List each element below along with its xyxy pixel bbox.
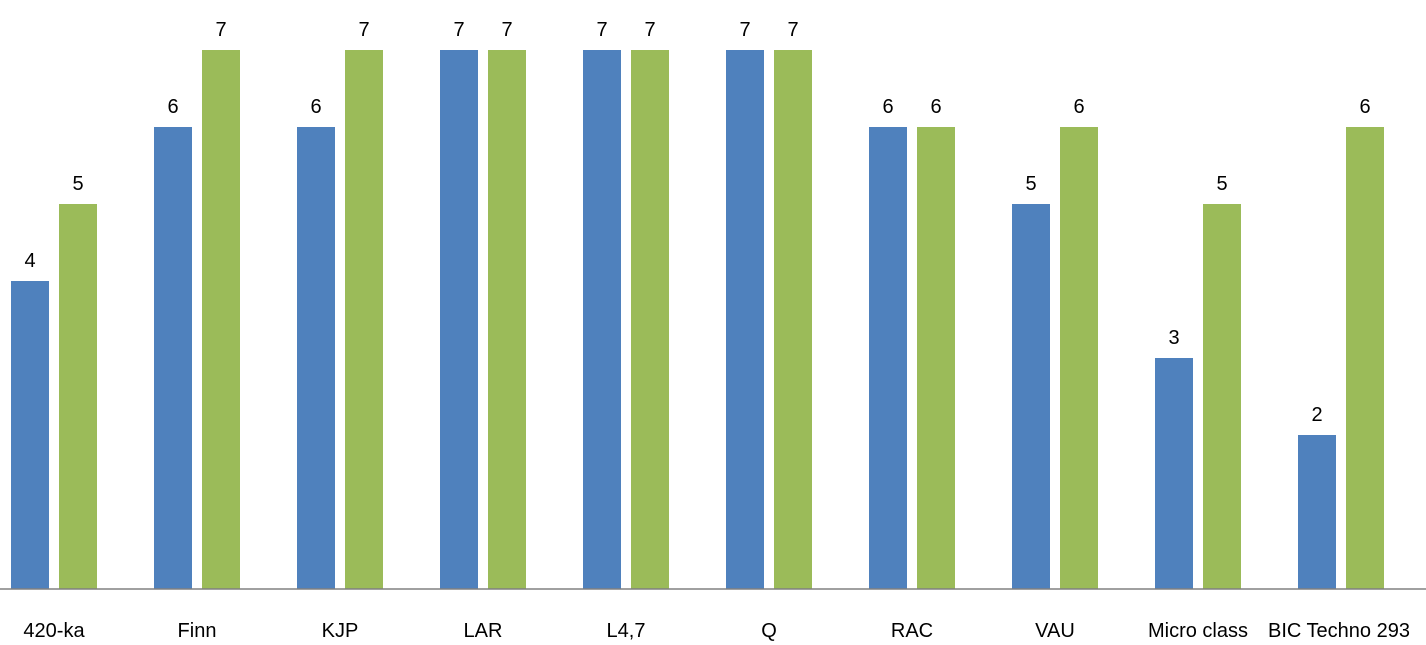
bar-bic-techno-293-series-2	[1346, 127, 1384, 589]
data-label: 2	[1311, 404, 1322, 426]
x-tick-label: Micro class	[1148, 620, 1248, 642]
data-label: 7	[644, 19, 655, 41]
bar-420-ka-series-1	[11, 281, 49, 589]
bar-vau-series-1	[1012, 204, 1050, 589]
data-label: 7	[787, 19, 798, 41]
bar-finn-series-2	[202, 50, 240, 589]
data-label: 7	[215, 19, 226, 41]
bar-vau-series-2	[1060, 127, 1098, 589]
x-tick-label: Q	[761, 620, 777, 642]
data-label: 6	[1073, 96, 1084, 118]
data-label: 7	[453, 19, 464, 41]
data-label: 7	[358, 19, 369, 41]
x-tick-label: 420-ka	[23, 620, 85, 642]
data-label: 5	[72, 173, 83, 195]
bar-lar-series-2	[488, 50, 526, 589]
bar-finn-series-1	[154, 127, 192, 589]
data-label: 6	[882, 96, 893, 118]
x-tick-label: L4,7	[607, 620, 646, 642]
bar-lar-series-1	[440, 50, 478, 589]
bar-kjp-series-1	[297, 127, 335, 589]
x-tick-label: RAC	[891, 620, 933, 642]
data-label: 5	[1025, 173, 1036, 195]
bar-q-series-1	[726, 50, 764, 589]
bar-l4-7-series-2	[631, 50, 669, 589]
data-label: 3	[1168, 327, 1179, 349]
data-label: 4	[24, 250, 35, 272]
bar-rac-series-2	[917, 127, 955, 589]
x-tick-labels-layer: 420-ka Finn KJP LAR L4,7 Q RAC VAU Micro class BI…	[23, 620, 1410, 642]
bar-420-ka-series-2	[59, 204, 97, 589]
data-label: 6	[930, 96, 941, 118]
data-label: 7	[501, 19, 512, 41]
data-label: 6	[167, 96, 178, 118]
x-tick-label: VAU	[1035, 620, 1075, 642]
data-labels-layer: 4 5 6 7 6 7 7 7 7 7 7 7 6 6 5 6 3 5 2 6	[24, 19, 1370, 426]
bar-l4-7-series-1	[583, 50, 621, 589]
data-label: 7	[596, 19, 607, 41]
x-tick-label: BIC Techno 293	[1268, 620, 1410, 642]
bar-bic-techno-293-series-1	[1298, 435, 1336, 589]
bar-q-series-2	[774, 50, 812, 589]
data-label: 6	[1359, 96, 1370, 118]
bar-micro-class-series-1	[1155, 358, 1193, 589]
x-tick-label: Finn	[178, 620, 217, 642]
bar-rac-series-1	[869, 127, 907, 589]
bar-micro-class-series-2	[1203, 204, 1241, 589]
x-tick-label: LAR	[464, 620, 503, 642]
data-label: 5	[1216, 173, 1227, 195]
x-tick-label: KJP	[322, 620, 359, 642]
data-label: 6	[310, 96, 321, 118]
data-label: 7	[739, 19, 750, 41]
bar-kjp-series-2	[345, 50, 383, 589]
bars-layer	[11, 50, 1384, 589]
